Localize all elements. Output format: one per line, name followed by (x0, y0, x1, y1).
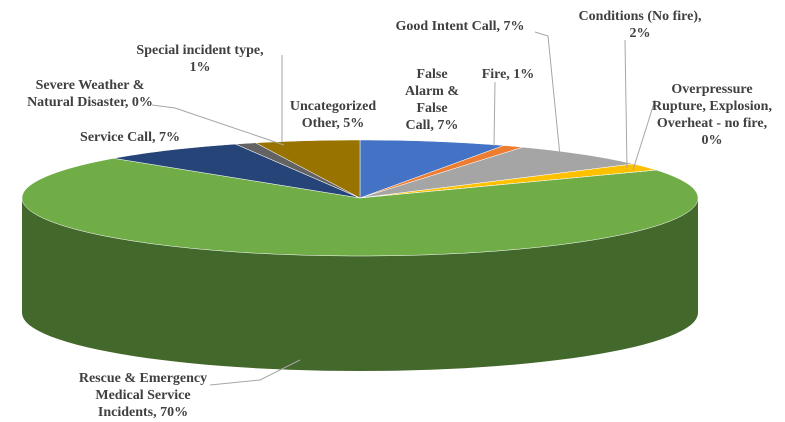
data-label: Good Intent Call, 7% (395, 19, 524, 34)
leader-line (493, 81, 496, 147)
data-label: Overpressure Rupture, Explosion, Overheat … (652, 82, 772, 148)
data-label: False Alarm & False Call, 7% (405, 67, 459, 133)
leader-line (209, 359, 301, 386)
slice-side (22, 198, 698, 371)
slice (254, 139, 361, 199)
data-label: Conditions (No fire), 2% (578, 9, 701, 41)
data-label: Uncategorized Other, 5% (290, 99, 377, 131)
data-label: Fire, 1% (482, 67, 535, 82)
slice (359, 146, 634, 199)
leader-line (151, 104, 285, 146)
pie (21, 139, 699, 371)
data-label: Rescue & Emergency Medical Service Inciden… (79, 371, 207, 420)
data-label: Service Call, 7% (80, 130, 180, 145)
data-label: Special incident type, 1% (136, 43, 263, 75)
leader-line (534, 31, 561, 157)
data-label: Severe Weather & Natural Disaster, 0% (27, 78, 153, 110)
slice (113, 143, 361, 199)
leader-line (624, 39, 628, 169)
slice (21, 158, 699, 257)
slice (359, 139, 504, 199)
leader-line (632, 99, 656, 171)
